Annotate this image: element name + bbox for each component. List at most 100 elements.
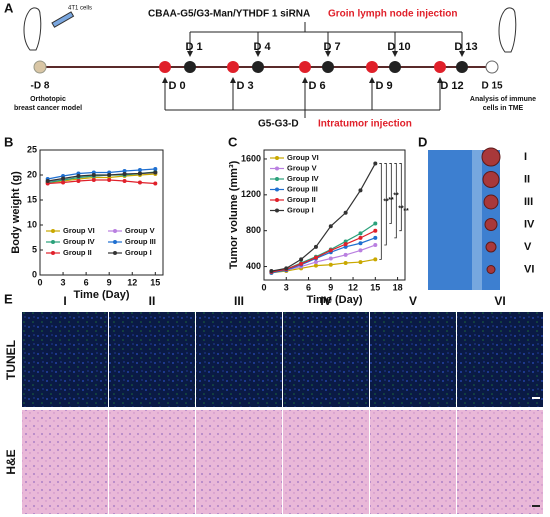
data-point (91, 173, 96, 177)
column-label: III (234, 294, 244, 308)
significance-bracket (389, 163, 392, 224)
significance-bracket (394, 163, 397, 239)
data-point (91, 178, 96, 182)
data-point (358, 248, 363, 253)
column-label: V (409, 294, 417, 308)
series-line (271, 163, 376, 272)
tumor (486, 265, 496, 274)
top-label: CBAA-G5/G3-Man/YTHDF 1 siRNA (148, 9, 310, 20)
injection-dot (184, 61, 196, 73)
x-tick-label: 3 (284, 282, 289, 292)
legend-label: Group III (125, 237, 156, 246)
legend-label: Group III (287, 184, 318, 193)
start-note: breast cancer model (14, 105, 82, 112)
start-dot (33, 60, 47, 74)
column-label: IV (320, 294, 331, 308)
injection-dot (252, 61, 264, 73)
column-label: I (63, 294, 66, 308)
data-point (313, 255, 318, 260)
legend-marker (275, 208, 279, 213)
y-tick-label: 10 (27, 219, 37, 229)
x-tick-label: 9 (107, 277, 112, 287)
data-point (343, 260, 348, 265)
legend-marker (275, 198, 279, 202)
series-line (271, 237, 376, 274)
x-axis-label: Time (Day) (306, 294, 362, 306)
tumor (483, 194, 499, 210)
data-point (373, 243, 378, 248)
he-image (22, 410, 108, 514)
data-point (137, 180, 142, 185)
start-day: -D 8 (31, 81, 50, 92)
x-tick-label: 6 (306, 282, 311, 292)
x-tick-label: 15 (370, 282, 380, 292)
legend-label: Group IV (287, 174, 319, 183)
he-image (370, 410, 456, 514)
x-tick-label: 12 (348, 282, 358, 292)
x-tick-label: 18 (393, 282, 403, 292)
day-label: D 12 (440, 80, 463, 92)
legend-marker (51, 251, 55, 255)
day-label: D 6 (308, 80, 325, 92)
tumor (484, 218, 498, 231)
end-dot (485, 60, 499, 74)
data-point (328, 248, 333, 253)
mouse-icon (23, 7, 517, 53)
series-line (47, 171, 156, 182)
end-day: D 15 (481, 81, 503, 92)
data-point (299, 257, 304, 262)
tumor-label: V (524, 241, 532, 253)
data-point (284, 266, 289, 271)
significance-bracket (399, 163, 402, 232)
legend-marker (275, 156, 279, 160)
data-point (153, 167, 158, 171)
data-point (61, 176, 66, 181)
ruler (472, 150, 482, 290)
data-point (373, 161, 378, 166)
series-line (271, 258, 376, 274)
tumor-label: I (524, 151, 527, 163)
series-line (47, 173, 156, 184)
data-point (358, 188, 363, 193)
y-tick-label: 800 (246, 225, 261, 235)
legend-label: Group V (287, 163, 317, 172)
data-point (313, 260, 318, 265)
data-point (373, 235, 378, 240)
data-point (122, 169, 127, 173)
y-axis-label: Tumor volume (mm³) (228, 160, 240, 269)
data-point (343, 242, 348, 247)
tunel-image (283, 312, 369, 407)
day-label: D 13 (454, 41, 477, 53)
legend-label: Group II (287, 195, 316, 204)
data-point (343, 210, 348, 215)
start-note: Orthotopic (30, 96, 66, 103)
legend-marker (51, 240, 55, 244)
data-point (373, 228, 378, 233)
legend-label: Group VI (63, 226, 95, 235)
x-axis-label: Time (Day) (73, 289, 129, 301)
legend-marker (275, 187, 279, 192)
column-label: VI (494, 294, 505, 308)
data-point (153, 170, 158, 175)
data-point (107, 173, 112, 177)
y-tick-label: 1600 (241, 153, 261, 163)
y-tick-label: 20 (27, 169, 37, 179)
data-point (137, 168, 142, 172)
column-label: II (149, 294, 156, 308)
data-point (358, 231, 363, 236)
plot-frame (39, 149, 164, 276)
legend-label: Group V (125, 226, 155, 235)
panel-label: A (4, 0, 14, 15)
tumor (481, 147, 501, 167)
day-label: D 4 (253, 41, 271, 53)
data-point (313, 263, 318, 268)
data-point (76, 174, 81, 178)
he-image (196, 410, 282, 514)
data-point (45, 179, 50, 183)
injection-dot (299, 61, 311, 73)
data-point (328, 262, 333, 267)
tumor-label: III (524, 196, 533, 208)
bottom-label: G5-G3-D (258, 119, 299, 130)
day-label: D 3 (236, 80, 253, 92)
day-label: D 0 (168, 80, 185, 92)
